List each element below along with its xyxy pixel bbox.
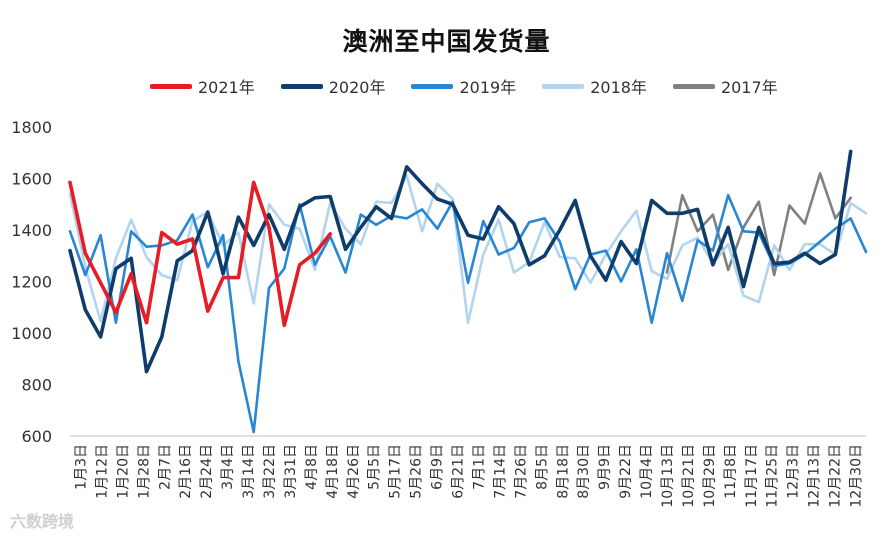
- x-tick-label: 6月21日: [451, 444, 467, 499]
- series-line-2018年: [68, 174, 868, 324]
- legend-label: 2019年: [459, 78, 517, 97]
- x-tick-label: 3月22日: [262, 444, 278, 499]
- x-tick-label: 9月9日: [597, 444, 613, 490]
- x-tick-label: 1月3日: [73, 444, 89, 490]
- legend-swatch: [411, 83, 454, 89]
- x-tick-label: 3月31日: [283, 444, 299, 499]
- x-tick-label: 12月3日: [786, 444, 802, 499]
- x-tick-label: 7月26日: [513, 444, 529, 499]
- legend-swatch: [672, 83, 715, 89]
- y-tick-label: 800: [21, 376, 52, 395]
- legend-item: 2017年: [672, 74, 778, 98]
- chart-title: 澳洲至中国发货量: [342, 27, 551, 56]
- series-line-2019年: [68, 193, 868, 434]
- y-tick-label: 1400: [11, 221, 52, 240]
- y-tick-label: 1600: [11, 170, 52, 189]
- x-tick-label: 12月13日: [807, 444, 823, 508]
- x-tick-label: 7月1日: [471, 444, 487, 490]
- legend: 2021年 2020年 2019年 2018年 2017年: [150, 74, 804, 98]
- x-tick-label: 11月17日: [744, 444, 760, 508]
- x-tick-label: 3月14日: [241, 444, 257, 499]
- legend-item: 2018年: [542, 74, 647, 98]
- legend-label: 2021年: [198, 78, 255, 97]
- x-tick-label: 10月29日: [702, 444, 718, 508]
- x-tick-label: 11月25日: [765, 444, 781, 508]
- x-tick-label: 2月24日: [199, 444, 215, 499]
- x-tick-label: 10月13日: [660, 444, 676, 508]
- x-tick-label: 1月20日: [115, 444, 131, 499]
- legend-swatch: [280, 83, 323, 89]
- legend-item: 2021年: [150, 74, 255, 98]
- legend-item: 2019年: [411, 74, 516, 98]
- x-tick-label: 8月5日: [534, 444, 550, 490]
- x-tick-label: 10月21日: [681, 444, 697, 508]
- x-tick-label: 9月22日: [618, 444, 634, 499]
- y-tick-label: 1800: [11, 118, 52, 137]
- x-tick-label: 8月30日: [576, 444, 592, 499]
- x-tick-label: 12月30日: [849, 444, 865, 508]
- x-tick-label: 11月8日: [723, 444, 739, 499]
- y-tick-label: 1000: [11, 324, 52, 343]
- x-tick-label: 1月28日: [136, 444, 152, 499]
- series-line-2020年: [68, 149, 853, 374]
- x-tick-label: 5月26日: [409, 444, 425, 499]
- x-tick-label: 1月12日: [94, 444, 110, 499]
- x-tick-label: 7月14日: [492, 444, 508, 499]
- x-tick-label: 5月17日: [388, 444, 404, 499]
- x-tick-label: 4月8日: [304, 444, 320, 490]
- x-tick-label: 5月5日: [367, 444, 383, 490]
- watermark-logo: 六数跨境: [10, 512, 75, 531]
- legend-label: 2020年: [328, 78, 386, 97]
- x-tick-label: 6月9日: [430, 444, 446, 490]
- x-tick-label: 4月18日: [325, 444, 341, 499]
- legend-swatch: [542, 83, 585, 89]
- x-tick-label: 3月4日: [220, 444, 236, 490]
- legend-label: 2018年: [590, 78, 647, 97]
- x-tick-label: 12月22日: [828, 444, 844, 508]
- x-tick-label: 4月26日: [346, 444, 362, 499]
- y-tick-label: 1200: [11, 273, 52, 292]
- x-tick-label: 2月7日: [157, 444, 173, 490]
- series-line-2017年: [665, 172, 852, 277]
- x-tick-label: 2月16日: [178, 444, 194, 499]
- x-tick-label: 10月4日: [639, 444, 655, 499]
- x-tick-label: 8月18日: [555, 444, 571, 499]
- legend-swatch: [150, 83, 192, 89]
- y-tick-label: 600: [21, 427, 52, 446]
- legend-item: 2020年: [280, 74, 386, 98]
- legend-label: 2017年: [720, 78, 778, 97]
- series-line-2021年: [68, 180, 332, 328]
